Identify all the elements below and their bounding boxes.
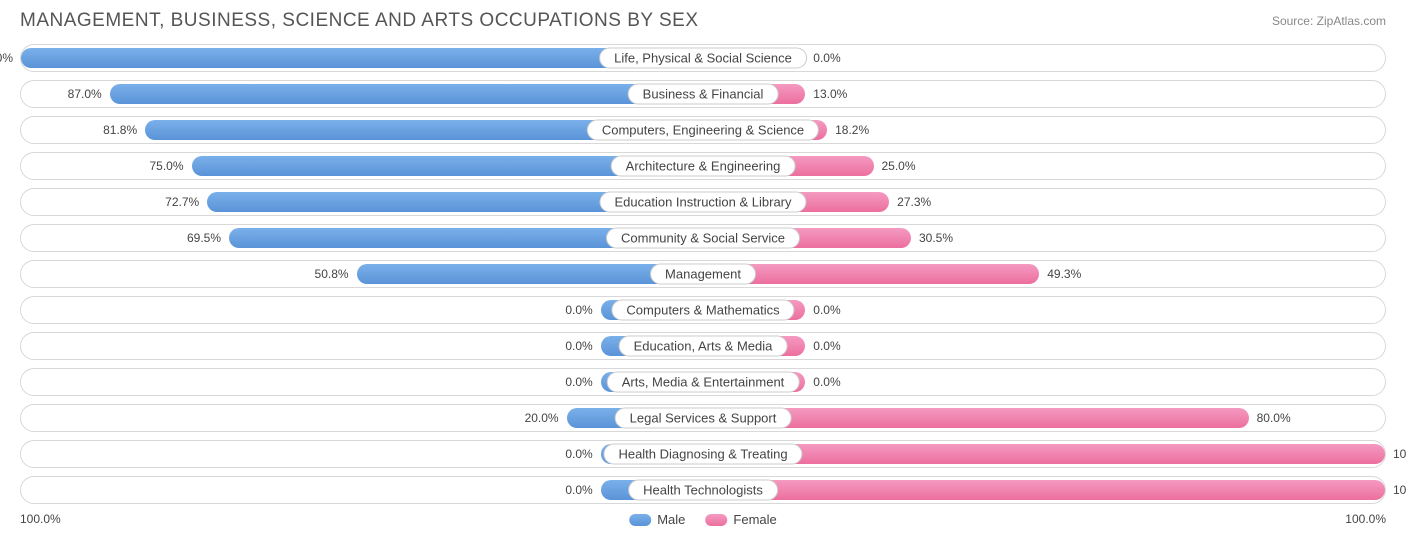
category-label: Computers, Engineering & Science	[587, 120, 819, 141]
male-pct-label: 87.0%	[68, 87, 102, 101]
male-half: 0.0%	[21, 369, 703, 395]
legend-item-male: Male	[629, 512, 685, 527]
male-half: 75.0%	[21, 153, 703, 179]
female-pct-label: 0.0%	[813, 303, 840, 317]
axis-label-right: 100.0%	[1345, 512, 1386, 526]
female-pct-label: 100.0%	[1393, 447, 1406, 461]
female-pct-label: 100.0%	[1393, 483, 1406, 497]
chart-title: MANAGEMENT, BUSINESS, SCIENCE AND ARTS O…	[20, 10, 699, 32]
category-label: Health Diagnosing & Treating	[603, 444, 802, 465]
female-pct-label: 25.0%	[882, 159, 916, 173]
data-row: 0.0% 100.0%Health Technologists	[20, 476, 1386, 504]
female-pct-label: 13.0%	[813, 87, 847, 101]
female-pct-label: 18.2%	[835, 123, 869, 137]
female-pct-label: 0.0%	[813, 339, 840, 353]
category-label: Management	[650, 264, 756, 285]
data-row: 75.0% 25.0% Architecture & Engineering	[20, 152, 1386, 180]
male-pct-label: 0.0%	[565, 483, 592, 497]
female-half: 0.0%	[703, 297, 1385, 323]
female-half: 100.0%	[703, 477, 1385, 503]
female-pct-label: 49.3%	[1047, 267, 1081, 281]
legend-male-label: Male	[657, 512, 685, 527]
category-label: Life, Physical & Social Science	[599, 48, 807, 69]
data-row: 87.0% 13.0% Business & Financial	[20, 80, 1386, 108]
male-pct-label: 0.0%	[565, 339, 592, 353]
female-pct-label: 30.5%	[919, 231, 953, 245]
chart-source: Source: ZipAtlas.com	[1272, 14, 1386, 28]
female-half: 49.3%	[703, 261, 1385, 287]
data-row: 20.0% 80.0% Legal Services & Support	[20, 404, 1386, 432]
male-half: 20.0%	[21, 405, 703, 431]
category-label: Architecture & Engineering	[611, 156, 796, 177]
data-row: 72.7% 27.3% Education Instruction & Librar…	[20, 188, 1386, 216]
female-half: 30.5%	[703, 225, 1385, 251]
category-label: Business & Financial	[628, 84, 779, 105]
male-half: 0.0%	[21, 333, 703, 359]
male-pct-label: 72.7%	[165, 195, 199, 209]
female-half: 80.0%	[703, 405, 1385, 431]
male-pct-label: 50.8%	[315, 267, 349, 281]
male-pct-label: 75.0%	[149, 159, 183, 173]
male-pct-label: 81.8%	[103, 123, 137, 137]
data-row: 50.8% 49.3% Management	[20, 260, 1386, 288]
data-row: 0.0% 0.0% Computers & Mathematics	[20, 296, 1386, 324]
category-label: Education, Arts & Media	[619, 336, 788, 357]
chart-footer: 100.0% Male Female 100.0%	[20, 512, 1386, 532]
female-pct-label: 0.0%	[813, 51, 840, 65]
female-half: 0.0%	[703, 333, 1385, 359]
male-half: 50.8%	[21, 261, 703, 287]
male-half: 0.0%	[21, 297, 703, 323]
category-label: Health Technologists	[628, 480, 778, 501]
female-half: 100.0%	[703, 441, 1385, 467]
chart-header: MANAGEMENT, BUSINESS, SCIENCE AND ARTS O…	[20, 10, 1386, 32]
legend-female-label: Female	[733, 512, 776, 527]
male-pct-label: 100.0%	[0, 51, 13, 65]
data-row: 69.5% 30.5% Community & Social Service	[20, 224, 1386, 252]
swatch-female-icon	[705, 514, 727, 526]
female-pct-label: 27.3%	[897, 195, 931, 209]
data-row: 81.8% 18.2% Computers, Engineering & Scien…	[20, 116, 1386, 144]
male-pct-label: 69.5%	[187, 231, 221, 245]
axis-label-left: 100.0%	[20, 512, 61, 526]
legend: Male Female	[629, 512, 777, 527]
male-pct-label: 0.0%	[565, 447, 592, 461]
data-row: 0.0% 100.0%Health Diagnosing & Treating	[20, 440, 1386, 468]
data-row: 0.0% 0.0% Arts, Media & Entertainment	[20, 368, 1386, 396]
male-half: 69.5%	[21, 225, 703, 251]
male-pct-label: 0.0%	[565, 375, 592, 389]
male-bar	[110, 84, 703, 104]
female-half: 0.0%	[703, 369, 1385, 395]
female-pct-label: 80.0%	[1257, 411, 1291, 425]
female-half: 13.0%	[703, 81, 1385, 107]
data-row: 100.0%0.0%Life, Physical & Social Scienc…	[20, 44, 1386, 72]
male-pct-label: 0.0%	[565, 303, 592, 317]
category-label: Legal Services & Support	[615, 408, 792, 429]
male-half: 0.0%	[21, 477, 703, 503]
chart-area: 100.0% 0.0% Life, Physical & Social Scienc…	[20, 44, 1386, 504]
female-half: 25.0%	[703, 153, 1385, 179]
male-pct-label: 20.0%	[525, 411, 559, 425]
male-half: 0.0%	[21, 441, 703, 467]
category-label: Arts, Media & Entertainment	[607, 372, 800, 393]
female-bar	[703, 444, 1385, 464]
category-label: Education Instruction & Library	[599, 192, 806, 213]
swatch-male-icon	[629, 514, 651, 526]
male-half: 87.0%	[21, 81, 703, 107]
data-row: 0.0% 0.0% Education, Arts & Media	[20, 332, 1386, 360]
legend-item-female: Female	[705, 512, 776, 527]
female-pct-label: 0.0%	[813, 375, 840, 389]
female-bar	[703, 480, 1385, 500]
category-label: Computers & Mathematics	[611, 300, 794, 321]
category-label: Community & Social Service	[606, 228, 800, 249]
